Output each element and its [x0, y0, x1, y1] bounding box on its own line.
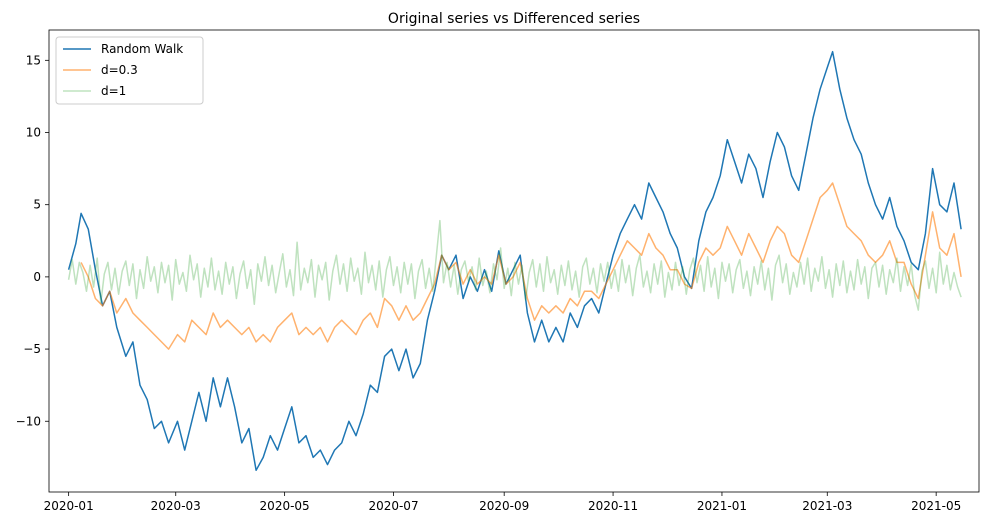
x-tick-label: 2020-05	[260, 499, 310, 513]
x-tick-label: 2020-07	[368, 499, 418, 513]
x-tick-label: 2021-01	[697, 499, 747, 513]
y-tick-label: 0	[33, 270, 41, 284]
y-tick-label: −10	[16, 414, 41, 428]
series-line-d-0-3	[80, 182, 962, 350]
plot-frame	[48, 29, 980, 493]
x-tick-label: 2021-05	[911, 499, 961, 513]
legend-box	[55, 36, 204, 105]
x-tick-label: 2020-03	[151, 499, 201, 513]
series-line-random-walk	[67, 50, 962, 472]
legend-label-random-walk: Random Walk	[101, 42, 183, 56]
axes-layer: 2020-01 2020-03 2020-05 2020-07 2020-09 2020-…	[16, 53, 962, 513]
legend: Random Walk d=0.3 d=1	[55, 36, 204, 105]
y-tick-label: −5	[23, 342, 41, 356]
chart-title: Original series vs Differenced series	[388, 11, 640, 27]
x-tick-label: 2020-01	[44, 499, 94, 513]
legend-label-d-1: d=1	[101, 84, 126, 98]
series-line-d-1	[67, 219, 962, 311]
y-tick-label: 10	[26, 126, 41, 140]
x-tick-label: 2020-11	[588, 499, 638, 513]
x-tick-label: 2020-09	[479, 499, 529, 513]
series-layer	[67, 50, 962, 472]
y-tick-label: 15	[26, 53, 41, 67]
legend-label-d-0-3: d=0.3	[101, 63, 138, 77]
y-tick-label: 5	[33, 198, 41, 212]
x-tick-label: 2021-03	[802, 499, 852, 513]
